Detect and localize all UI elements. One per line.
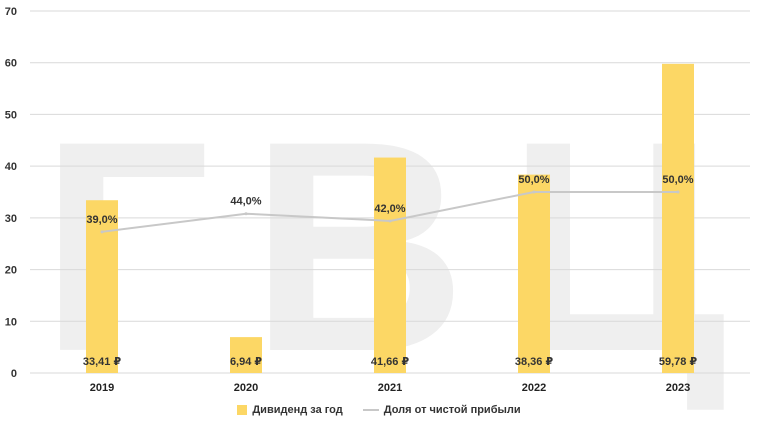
line-point	[676, 190, 680, 194]
y-axis: 0 10 20 30 40 50 60 70	[5, 6, 17, 380]
line-data-label: 50,0%	[662, 174, 693, 186]
y-tick-label: 50	[5, 109, 17, 121]
bar	[662, 63, 694, 374]
y-tick-label: 0	[11, 368, 17, 380]
line-data-label: 39,0%	[86, 214, 117, 226]
line-point	[388, 219, 392, 223]
line-data-label: 42,0%	[374, 203, 405, 215]
line-point	[100, 230, 104, 234]
legend-swatch-bar	[237, 405, 248, 415]
bar-data-label: 59,78 ₽	[659, 356, 698, 368]
x-tick-label: 2023	[666, 382, 690, 394]
line-series: 39,0% 44,0% 42,0% 50,0% 50,0%	[86, 174, 694, 234]
legend-item-dividend[interactable]: Дивиденд за год	[237, 404, 343, 416]
legend-label-dividend: Дивиденд за год	[252, 404, 343, 416]
bar	[86, 200, 118, 373]
legend-label-share: Доля от чистой прибыли	[383, 404, 521, 416]
line-point	[532, 190, 536, 194]
y-tick-label: 60	[5, 58, 17, 70]
line-point	[244, 212, 248, 216]
bar-data-label: 41,66 ₽	[371, 356, 410, 368]
bar	[518, 174, 550, 373]
x-tick-label: 2022	[522, 382, 546, 394]
y-tick-label: 30	[5, 213, 17, 225]
y-tick-label: 20	[5, 265, 17, 277]
bar	[230, 337, 262, 373]
bar-data-label: 6,94 ₽	[230, 356, 262, 368]
x-tick-label: 2020	[234, 382, 258, 394]
line-data-label: 50,0%	[518, 174, 549, 186]
legend-item-share[interactable]: Доля от чистой прибыли	[362, 404, 521, 416]
x-axis: 2019 2020 2021 2022 2023	[90, 382, 690, 394]
line-data-label: 44,0%	[230, 196, 261, 208]
legend-swatch-line	[362, 409, 379, 411]
legend: Дивиденд за год Доля от чистой прибыли	[0, 400, 758, 420]
x-tick-label: 2021	[378, 382, 402, 394]
y-tick-label: 70	[5, 6, 17, 18]
bar-data-label: 33,41 ₽	[83, 356, 122, 368]
bar-data-label: 38,36 ₽	[515, 356, 554, 368]
bar	[374, 157, 406, 373]
bar-series: 33,41 ₽ 6,94 ₽ 41,66 ₽ 38,36 ₽ 59,78 ₽	[83, 63, 698, 374]
x-tick-label: 2019	[90, 382, 114, 394]
y-tick-label: 40	[5, 161, 17, 173]
y-tick-label: 10	[5, 316, 17, 328]
